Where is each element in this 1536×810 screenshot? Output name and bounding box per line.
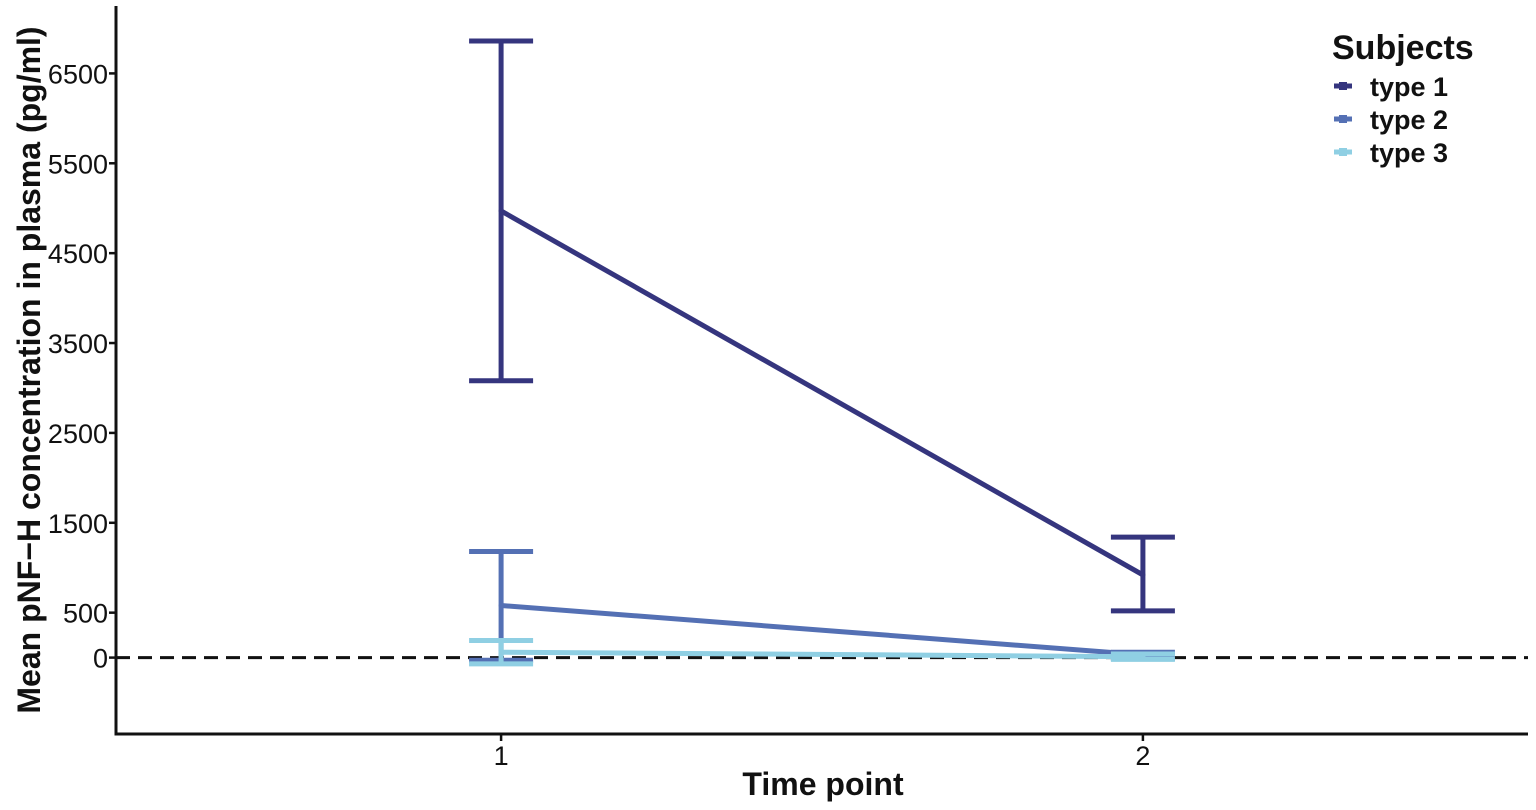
y-tick-label-3: 2500 — [48, 419, 108, 449]
legend-key-marker-1 — [1339, 82, 1347, 90]
y-tick-label-2: 1500 — [48, 509, 108, 539]
y-tick-label-4: 3500 — [48, 329, 108, 359]
data-point-series-2-point-1 — [498, 602, 504, 608]
x-tick-label-0: 1 — [494, 741, 509, 771]
y-tick-label-0: 0 — [93, 644, 108, 674]
legend-key-marker-2 — [1339, 115, 1347, 123]
legend-label-1: type 1 — [1370, 72, 1448, 102]
data-point-series-1-point-2 — [1140, 572, 1146, 578]
x-tick-label-1: 2 — [1135, 741, 1150, 771]
series-line-3 — [501, 649, 1143, 660]
legend-title: Subjects — [1332, 29, 1474, 67]
series-2 — [469, 549, 1175, 663]
data-point-series-1-point-1 — [498, 208, 504, 214]
y-axis-ticks: 0 500 1500 2500 3500 4500 5500 6500 — [48, 59, 116, 674]
y-tick-label-5: 4500 — [48, 239, 108, 269]
data-point-series-3-point-2 — [1140, 654, 1146, 660]
legend-label-3: type 3 — [1370, 138, 1448, 168]
y-tick-label-1: 500 — [63, 599, 108, 629]
series-line-1 — [499, 208, 1145, 578]
series-1 — [469, 38, 1175, 614]
y-tick-label-6: 5500 — [48, 149, 108, 179]
series-line-2 — [500, 602, 1144, 658]
y-tick-label-7: 6500 — [48, 59, 108, 89]
data-point-series-3-point-1 — [498, 649, 504, 655]
series-3 — [469, 638, 1175, 667]
legend-key-marker-3 — [1339, 148, 1347, 156]
legend-item-1: type 1 — [1334, 72, 1448, 102]
legend-item-3: type 3 — [1334, 138, 1448, 168]
plot-area — [116, 38, 1528, 667]
legend-item-2: type 2 — [1334, 105, 1448, 135]
y-axis-title: Mean pNF−H concentration in plasma (pg/m… — [11, 26, 47, 713]
legend-label-2: type 2 — [1370, 105, 1448, 135]
x-axis-title: Time point — [742, 766, 904, 802]
